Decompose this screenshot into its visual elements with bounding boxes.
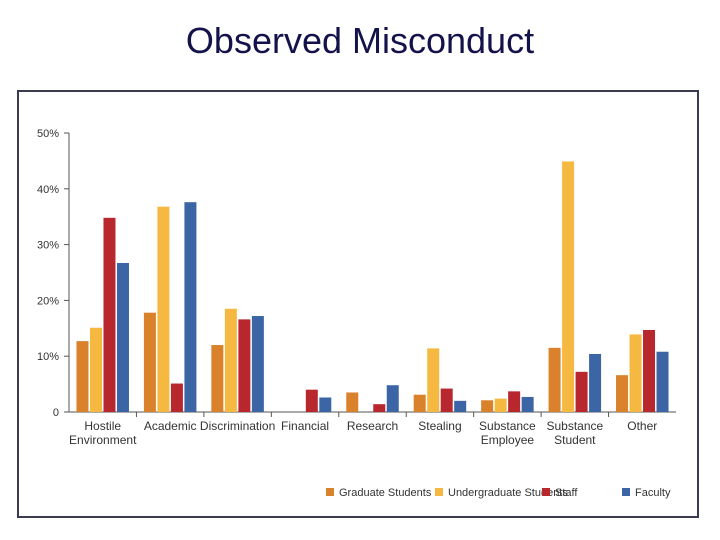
bar bbox=[305, 389, 318, 412]
bar bbox=[643, 329, 656, 412]
bar bbox=[346, 392, 359, 412]
y-tick-label: 10% bbox=[37, 351, 59, 363]
bar bbox=[440, 388, 453, 412]
bar bbox=[494, 398, 507, 412]
bar bbox=[157, 206, 170, 412]
bar bbox=[562, 161, 575, 412]
x-tick-label: Substance bbox=[479, 419, 536, 433]
page-title: Observed Misconduct bbox=[185, 20, 535, 61]
y-tick-label: 50% bbox=[37, 128, 59, 140]
bar bbox=[413, 394, 426, 412]
bar bbox=[238, 319, 251, 412]
bar bbox=[211, 345, 224, 412]
bar bbox=[481, 400, 494, 412]
legend-swatch bbox=[622, 488, 630, 496]
bar bbox=[89, 327, 102, 412]
x-tick-label: Student bbox=[554, 433, 596, 447]
legend-swatch bbox=[542, 488, 550, 496]
x-tick-label: Academic bbox=[144, 419, 197, 433]
y-tick-label: 30% bbox=[37, 240, 59, 252]
legend-swatch bbox=[326, 488, 334, 496]
x-tick-label: Other bbox=[627, 419, 657, 433]
bar bbox=[454, 400, 467, 412]
x-tick-label: Environment bbox=[69, 433, 137, 447]
bar bbox=[373, 404, 386, 412]
bar bbox=[629, 334, 642, 412]
x-tick-label: Research bbox=[347, 419, 398, 433]
chart-frame: 0 10% 20% 30% 40% 50% Hostile Environment Academ… bbox=[17, 90, 699, 518]
x-tick-label: Stealing bbox=[418, 419, 461, 433]
bar bbox=[548, 347, 561, 412]
x-tick-label: Discrimination bbox=[200, 419, 275, 433]
bar bbox=[319, 397, 332, 412]
y-tick-label: 20% bbox=[37, 295, 59, 307]
legend-label: Faculty bbox=[635, 487, 671, 499]
x-tick-label: Financial bbox=[281, 419, 329, 433]
bar bbox=[170, 383, 183, 412]
bar bbox=[427, 348, 440, 412]
x-tick-label: Substance bbox=[546, 419, 603, 433]
bar bbox=[76, 341, 89, 412]
legend-label: Undergraduate Students bbox=[448, 487, 568, 499]
bar bbox=[575, 371, 588, 412]
bar bbox=[251, 316, 264, 412]
bar bbox=[589, 353, 602, 412]
bar bbox=[116, 263, 129, 412]
bar bbox=[184, 202, 197, 412]
bar bbox=[521, 396, 534, 412]
x-tick-label: Hostile bbox=[84, 419, 121, 433]
y-tick-label: 0 bbox=[53, 407, 59, 419]
bar bbox=[143, 312, 156, 412]
bar bbox=[508, 391, 521, 412]
bar bbox=[103, 217, 116, 412]
legend-label: Graduate Students bbox=[339, 487, 432, 499]
legend-label: Staff bbox=[555, 487, 578, 499]
x-tick-label: Employee bbox=[481, 433, 535, 447]
bar bbox=[224, 308, 237, 412]
bar bbox=[656, 351, 669, 412]
bar bbox=[616, 375, 629, 412]
legend-swatch bbox=[435, 488, 443, 496]
bar bbox=[386, 385, 399, 412]
y-tick-label: 40% bbox=[37, 184, 59, 196]
